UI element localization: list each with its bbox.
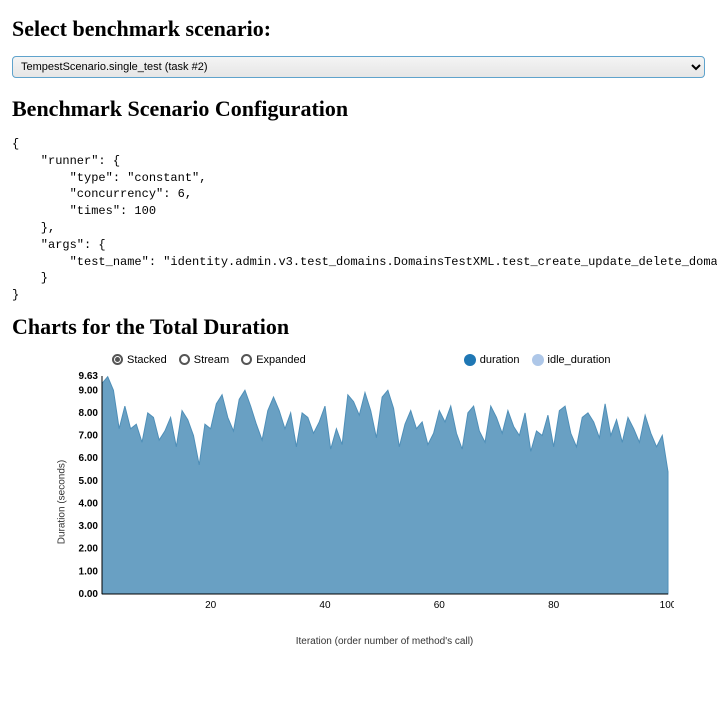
y-axis-label: Duration (seconds) bbox=[57, 460, 68, 544]
svg-text:8.00: 8.00 bbox=[79, 408, 99, 419]
svg-text:20: 20 bbox=[205, 600, 217, 611]
svg-text:0.00: 0.00 bbox=[79, 589, 99, 600]
radio-empty-icon bbox=[179, 354, 190, 365]
svg-text:9.63: 9.63 bbox=[79, 372, 99, 382]
radio-filled-icon bbox=[112, 354, 123, 365]
svg-text:1.00: 1.00 bbox=[79, 566, 99, 577]
mode-expanded[interactable]: Expanded bbox=[241, 354, 306, 366]
mode-stream[interactable]: Stream bbox=[179, 354, 229, 366]
x-axis-label: Iteration (order number of method's call… bbox=[64, 636, 705, 647]
radio-empty-icon bbox=[241, 354, 252, 365]
svg-text:5.00: 5.00 bbox=[79, 476, 99, 487]
svg-text:9.00: 9.00 bbox=[79, 385, 99, 396]
legend-row: Stacked Stream Expanded duration idle_du… bbox=[12, 354, 705, 366]
series-label: duration bbox=[480, 354, 520, 366]
select-heading: Select benchmark scenario: bbox=[12, 16, 705, 42]
scenario-select-wrap: TempestScenario.single_test (task #2) bbox=[12, 56, 705, 78]
series-label: idle_duration bbox=[548, 354, 611, 366]
chart-area: Stacked Stream Expanded duration idle_du… bbox=[12, 354, 705, 647]
mode-stacked[interactable]: Stacked bbox=[112, 354, 167, 366]
config-heading: Benchmark Scenario Configuration bbox=[12, 96, 705, 122]
svg-text:80: 80 bbox=[548, 600, 560, 611]
mode-label: Stacked bbox=[127, 354, 167, 366]
svg-text:100: 100 bbox=[660, 600, 674, 611]
scenario-select[interactable]: TempestScenario.single_test (task #2) bbox=[12, 56, 705, 78]
svg-text:3.00: 3.00 bbox=[79, 521, 99, 532]
mode-label: Expanded bbox=[256, 354, 306, 366]
config-block: { "runner": { "type": "constant", "concu… bbox=[12, 136, 705, 304]
charts-heading: Charts for the Total Duration bbox=[12, 314, 705, 340]
svg-text:40: 40 bbox=[319, 600, 331, 611]
color-dot-icon bbox=[532, 354, 544, 366]
color-dot-icon bbox=[464, 354, 476, 366]
svg-text:2.00: 2.00 bbox=[79, 544, 99, 555]
svg-text:4.00: 4.00 bbox=[79, 498, 99, 509]
series-duration[interactable]: duration bbox=[464, 354, 520, 366]
mode-label: Stream bbox=[194, 354, 229, 366]
plot: Duration (seconds) 0.001.002.003.004.005… bbox=[64, 372, 705, 632]
svg-text:60: 60 bbox=[434, 600, 446, 611]
svg-text:7.00: 7.00 bbox=[79, 431, 99, 442]
svg-text:6.00: 6.00 bbox=[79, 453, 99, 464]
series-idle-duration[interactable]: idle_duration bbox=[532, 354, 611, 366]
area-chart: 0.00 1.00 2.00 3.00 4.00 5.00 6.00 7.00 8.00 9.00… bbox=[64, 372, 674, 612]
